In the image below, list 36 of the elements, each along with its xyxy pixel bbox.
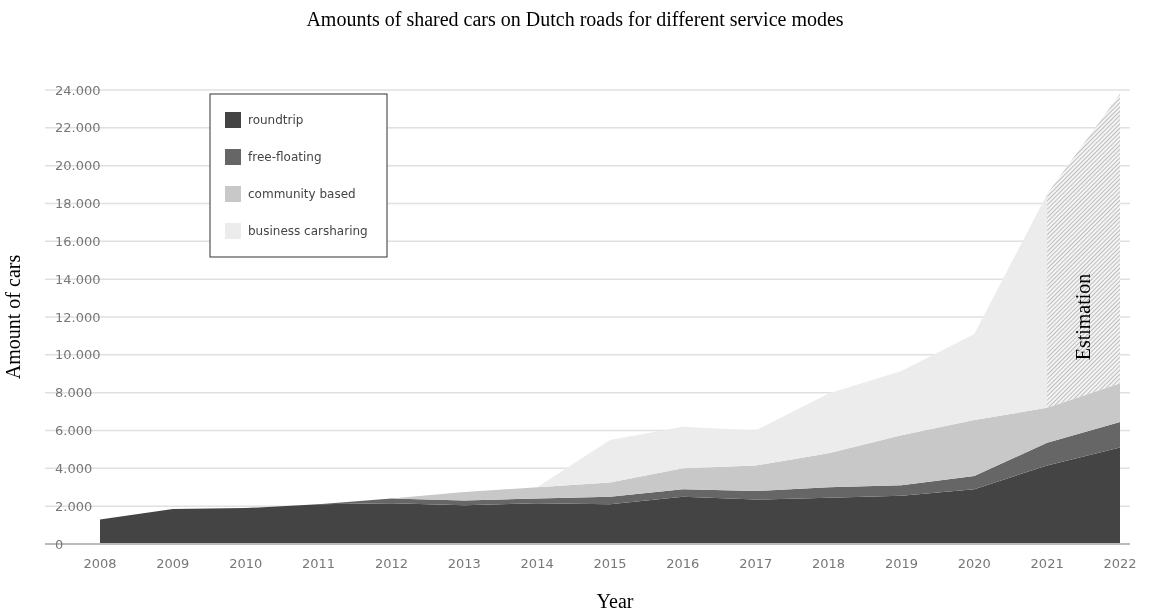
x-tick-label: 2017 [739,556,773,571]
x-tick-label: 2012 [374,556,408,571]
x-tick-label: 2019 [884,556,918,571]
x-tick-label: 2010 [229,556,263,571]
x-tick-label: 2018 [812,556,846,571]
chart-title: Amounts of shared cars on Dutch roads for different service modes [306,8,844,30]
y-tick-label: 22.000 [55,120,101,136]
x-tick-label: 2015 [593,556,627,571]
x-tick-label: 2013 [447,556,481,571]
y-tick-label: 16.000 [55,233,101,249]
x-tick-label: 2022 [1103,556,1137,571]
x-tick-label: 2014 [520,556,554,571]
y-tick-label: 14.000 [55,271,101,287]
x-tick-label: 2020 [957,556,991,571]
y-tick-label: 12.000 [55,309,101,325]
x-tick-label: 2021 [1030,556,1064,571]
y-tick-label: 2.000 [55,498,93,514]
y-tick-label: 4.000 [55,460,93,476]
y-tick-label: 24.000 [55,82,101,98]
legend-label: free-floating [248,150,322,165]
band-label: Estimation [1071,273,1094,361]
x-tick-label: 2008 [83,556,117,571]
y-tick-label: 18.000 [55,196,101,212]
legend-label: business carsharing [248,224,368,239]
legend-label: roundtrip [248,113,304,128]
y-axis-title: Amount of cars [2,254,24,380]
y-tick-label: 8.000 [55,385,93,401]
y-tick-label: 20.000 [55,158,101,174]
x-axis-title: Year [596,590,634,612]
x-tick-label: 2009 [156,556,190,571]
legend-label: community based [248,187,356,202]
y-tick-label: 0 [55,536,64,552]
y-tick-label: 10.000 [55,347,101,363]
x-tick-label: 2011 [302,556,336,571]
x-tick-label: 2016 [666,556,700,571]
y-tick-label: 6.000 [55,423,93,439]
